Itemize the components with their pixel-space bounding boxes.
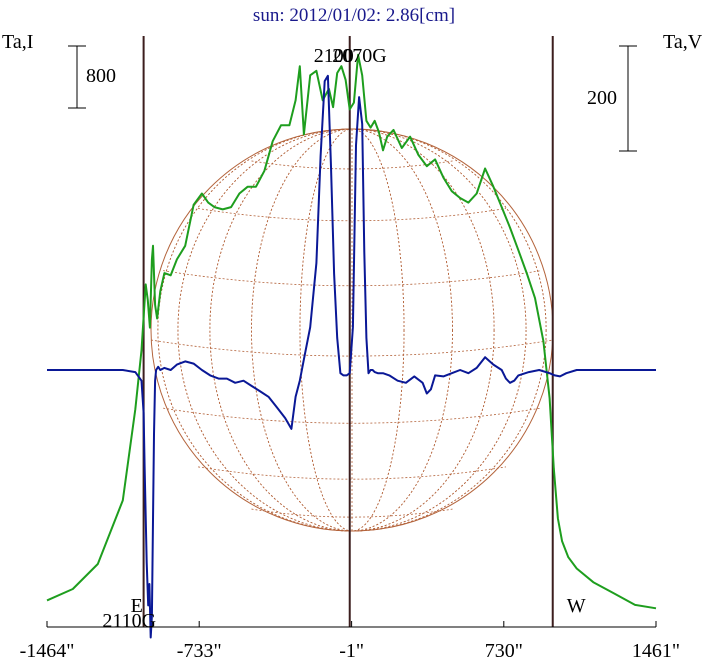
x-axis: -1464" -733" -1" 730" 1461" [20,621,680,662]
intensity-scale-label: 800 [86,65,116,87]
marker-label-3: 2110G [102,610,156,632]
intensity-scale-bar: 800 [68,45,116,109]
chart-title: sun: 2012/01/02: 2.86[cm] [253,5,455,26]
x-tick-label: 1461" [632,640,680,662]
data-series [46,53,657,639]
left-axis-label: Ta,I [2,31,33,53]
polarization-scale-label: 200 [587,87,617,109]
marker-label-4: W [567,595,586,617]
marker-lines [142,36,554,627]
x-tick-label: -1464" [20,640,75,662]
x-tick-label: 730" [485,640,523,662]
right-axis-label: Ta,V [663,31,703,53]
marker-label-1: 2100 [314,45,354,67]
marker-label-0: E [131,595,143,617]
polarization-curve [47,74,656,639]
polarization-scale-bar: 200 [587,45,637,152]
x-tick-label: -1" [339,640,364,662]
x-tick-label: -733" [177,640,222,662]
marker-label-2: 2070G [332,45,386,67]
intensity-curve [46,53,657,610]
